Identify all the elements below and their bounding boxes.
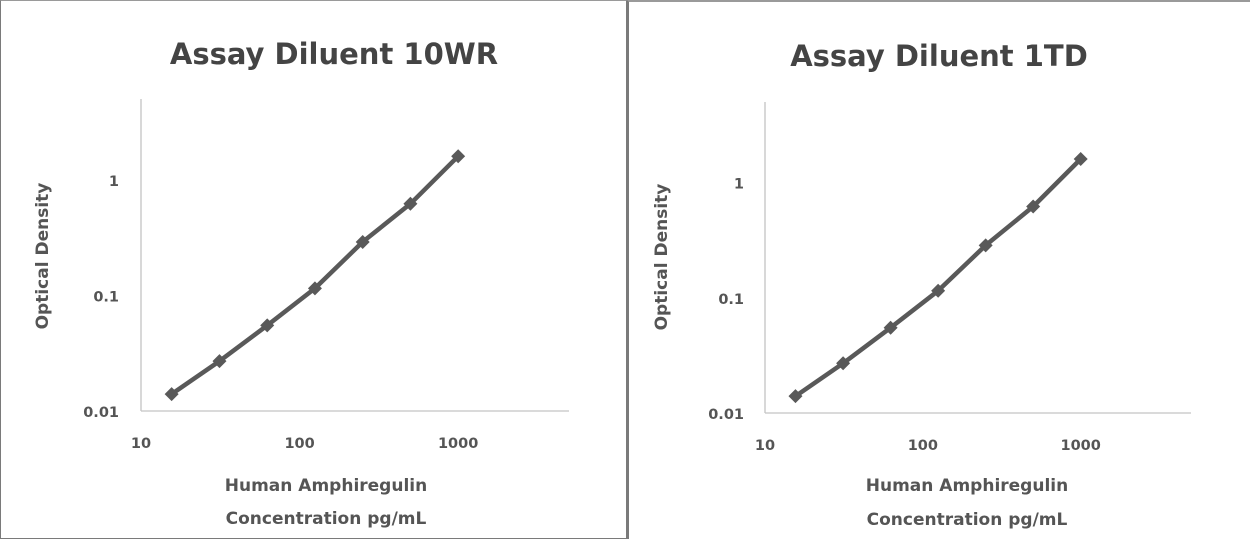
x-axis-label-line2: Concentration pg/mL: [226, 509, 427, 529]
data-point: [978, 238, 993, 253]
x-axis-label-line1: Human Amphiregulin: [225, 476, 427, 496]
x-axis-label-line1: Human Amphiregulin: [866, 476, 1068, 496]
chart-title: Assay Diluent 10WR: [170, 37, 498, 71]
data-point: [403, 196, 418, 211]
data-point: [355, 234, 370, 249]
x-tick-label: 100: [908, 438, 938, 454]
x-tick-label: 1000: [438, 436, 478, 452]
y-tick-label: 1: [734, 177, 744, 193]
x-tick-label: 1000: [1060, 438, 1100, 454]
data-point: [307, 281, 322, 296]
data-point: [260, 318, 275, 333]
data-point: [164, 387, 179, 402]
data-point: [788, 389, 803, 404]
series-line: [793, 156, 1083, 399]
data-point: [451, 149, 466, 164]
y-tick-label: 1: [109, 174, 119, 190]
chart-title: Assay Diluent 1TD: [790, 39, 1088, 73]
chart-10wr: Assay Diluent 10WR 0.01 0.1 1 10 100 1000 Human…: [33, 37, 569, 529]
chart-1td: Assay Diluent 1TD 0.01 0.1 1 10 100 1000 Human …: [652, 39, 1191, 530]
series-line: [169, 153, 461, 397]
y-axis-label: Optical Density: [33, 183, 53, 330]
data-point: [883, 320, 898, 335]
x-tick-label: 10: [755, 438, 775, 454]
data-point: [1073, 152, 1088, 167]
y-tick-label: 0.01: [83, 405, 119, 421]
y-tick-label: 0.01: [708, 407, 744, 423]
x-tick-label: 100: [284, 436, 314, 452]
data-point: [836, 356, 851, 371]
chart-panel-1td: Assay Diluent 1TD 0.01 0.1 1 10 100 1000 Human …: [627, 0, 1250, 539]
data-point: [212, 354, 227, 369]
x-tick-label: 10: [131, 436, 151, 452]
y-tick-label: 0.1: [93, 289, 119, 305]
chart-panel-10wr: Assay Diluent 10WR 0.01 0.1 1 10 100 1000 Human…: [0, 0, 627, 539]
data-point: [931, 283, 946, 298]
y-tick-label: 0.1: [718, 292, 744, 308]
y-axis-label: Optical Density: [652, 184, 672, 331]
data-point: [1026, 199, 1041, 214]
x-axis-label-line2: Concentration pg/mL: [867, 510, 1068, 530]
